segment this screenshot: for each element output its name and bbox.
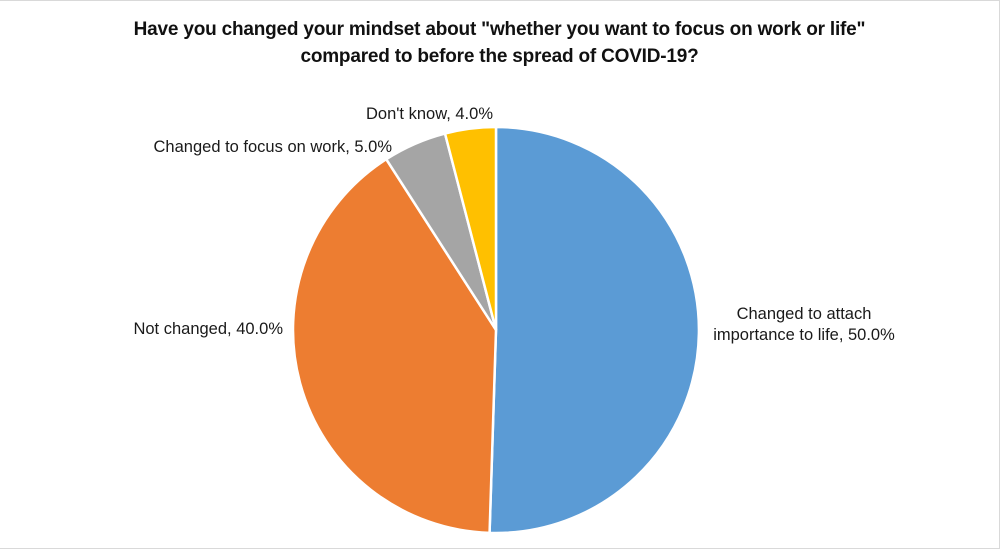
chart-title-line-1: Have you changed your mindset about "whe… [133,19,866,40]
slice-label-not-changed: Not changed, 40.0% [133,320,283,338]
slice-label-dont-know: Don't know, 4.0% [366,105,493,123]
chart-title-line-2: compared to before the spread of COVID-1… [300,46,699,67]
chart-title: Have you changed your mindset about "whe… [0,16,999,70]
slice-label-changed-to-focus-on-work: Changed to focus on work, 5.0% [153,138,392,156]
slice-label-changed-to-attach-importance-to-life: Changed to attach importance to life, 50… [713,305,895,344]
pie-slice-changed-to-attach-importance-to-life [488,125,701,535]
pie-slice-dont-know [443,125,498,331]
